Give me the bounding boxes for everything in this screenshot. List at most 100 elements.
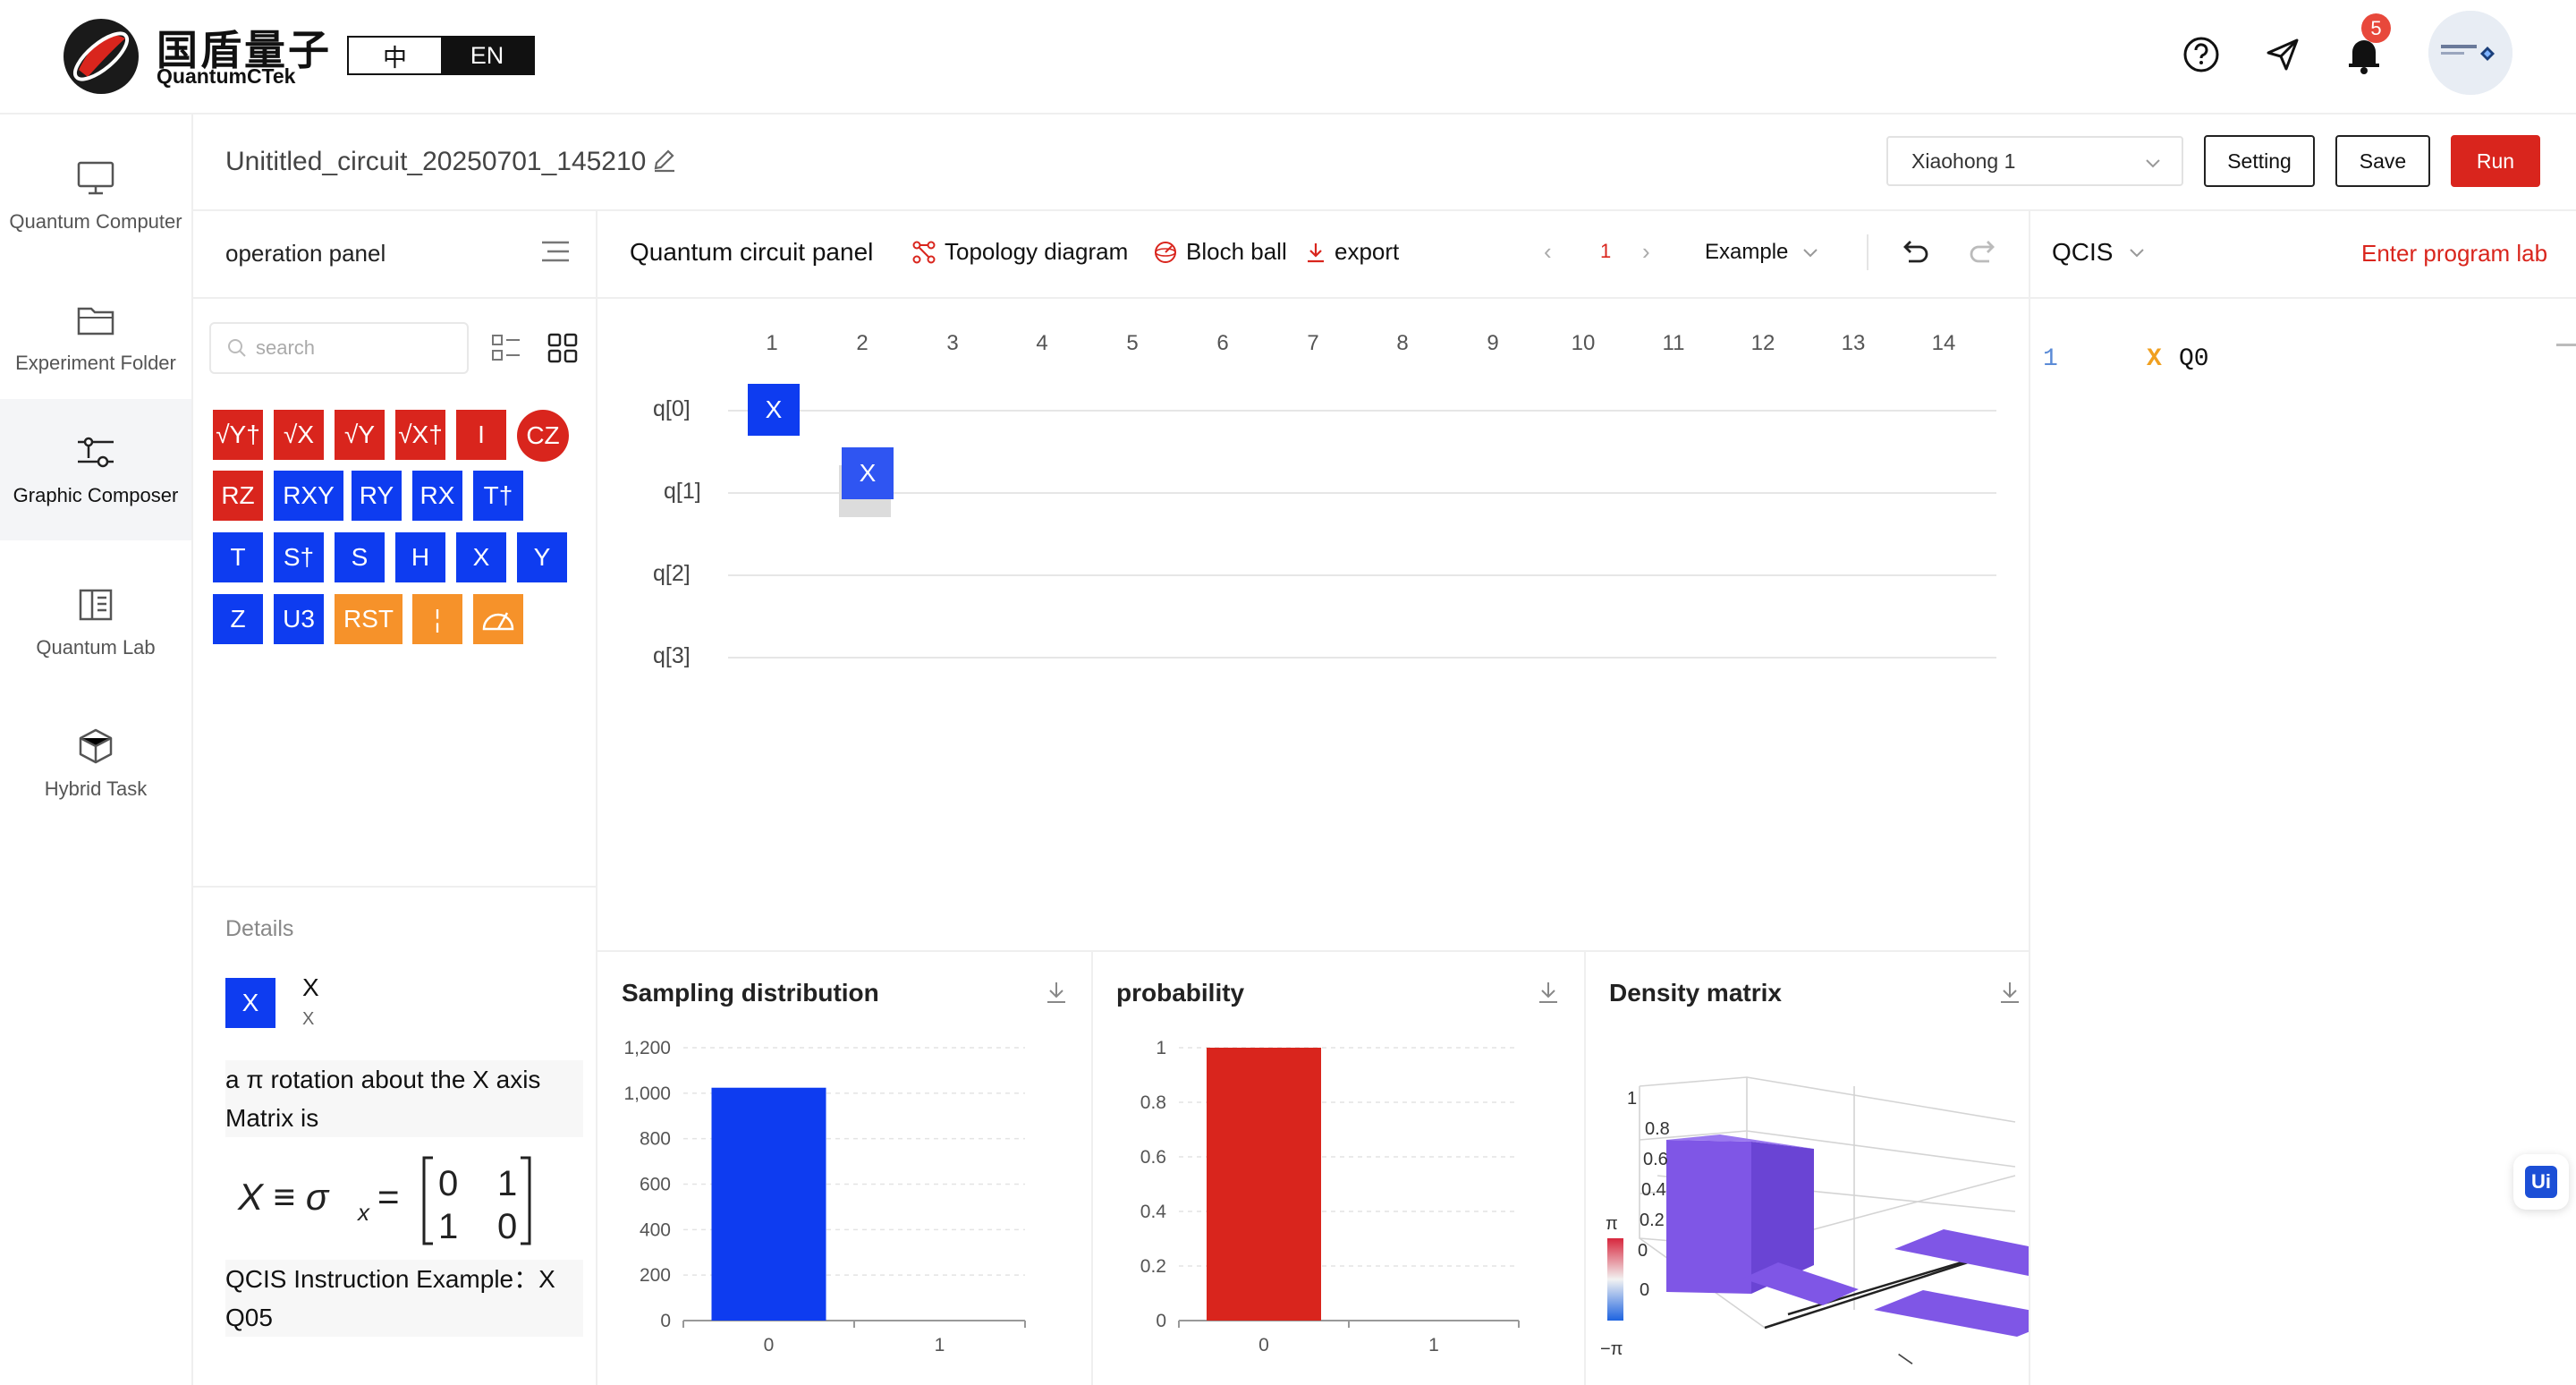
bar-chart-svg: 0 0.2 0.4 0.6 0.8 1 0 1 (1140, 1038, 1520, 1355)
qubit-wire[interactable] (728, 410, 1996, 412)
undo-icon[interactable] (1896, 234, 1932, 270)
density-bar-top (1666, 1134, 1814, 1149)
nav-label: Quantum Lab (36, 636, 156, 659)
nav-item-quantum-lab[interactable]: Quantum Lab (0, 551, 191, 692)
gate-y[interactable]: Y (517, 532, 567, 582)
page-next-button[interactable]: › (1642, 238, 1650, 265)
svg-text:X ≡ σ: X ≡ σ (237, 1176, 330, 1218)
gate-h[interactable]: H (395, 532, 445, 582)
page-number[interactable]: 1 (1600, 240, 1612, 262)
save-button[interactable]: Save (2335, 135, 2430, 187)
nav-label: Graphic Composer (13, 484, 179, 506)
gate-t[interactable]: T (213, 532, 263, 582)
grid-view-icon[interactable] (547, 333, 578, 363)
gate-rz[interactable]: RZ (213, 471, 263, 521)
list-view-icon[interactable] (491, 333, 521, 363)
qubit-wire[interactable] (728, 492, 1996, 494)
svg-text:x: x (356, 1199, 370, 1226)
circuit-gate-x[interactable]: X (748, 384, 800, 436)
ui-assistant-button[interactable]: Ui (2513, 1154, 2569, 1210)
export-link[interactable]: export (1306, 238, 1399, 266)
nav-label: Experiment Folder (15, 352, 176, 374)
z-tick-label: 0.6 (1643, 1150, 1668, 1169)
gate-barrier[interactable]: ¦ (412, 594, 462, 644)
qcis-dropdown[interactable]: QCIS (2052, 238, 2147, 267)
gate-u3[interactable]: U3 (274, 594, 324, 644)
bloch-ball-link[interactable]: Bloch ball (1154, 238, 1287, 266)
nav-item-graphic-composer[interactable]: Graphic Composer (0, 399, 191, 540)
example-dropdown[interactable]: Example (1705, 240, 1820, 265)
gate-cz[interactable]: CZ (517, 410, 569, 462)
gate-s[interactable]: S (335, 532, 385, 582)
run-button[interactable]: Run (2451, 135, 2540, 187)
device-select[interactable]: Xiaohong 1 (1886, 136, 2183, 186)
density-bar-flat (1742, 1262, 1859, 1305)
code-argument[interactable]: Q0 (2179, 345, 2209, 373)
download-icon[interactable] (1043, 979, 1070, 1006)
gate-sqrt-x-dagger[interactable]: √X† (395, 410, 445, 460)
colorbar-top-label: π (1606, 1214, 1618, 1234)
circuit-gate-x-dragging[interactable]: X (842, 447, 894, 499)
details-gate-name: X (302, 973, 319, 1001)
gate-search-input[interactable]: search (209, 322, 469, 374)
gate-s-dagger[interactable]: S† (274, 532, 324, 582)
code-keyword[interactable]: X (2147, 345, 2162, 373)
column-number: 8 (1396, 331, 1409, 355)
gate-x[interactable]: X (456, 532, 506, 582)
svg-text:=: = (377, 1176, 400, 1218)
setting-button[interactable]: Setting (2204, 135, 2315, 187)
chart-divider (1584, 952, 1586, 1385)
y-tick-label: 400 (640, 1219, 671, 1240)
send-icon[interactable] (2257, 29, 2309, 81)
page-prev-button[interactable]: ‹ (1544, 238, 1552, 265)
gate-t-dagger[interactable]: T† (473, 471, 523, 521)
download-icon[interactable] (1996, 979, 2023, 1006)
edit-icon[interactable] (651, 147, 680, 175)
x-tick-label: 0 (764, 1335, 775, 1355)
nav-item-quantum-computer[interactable]: Quantum Computer (0, 125, 191, 267)
composer-icon (75, 432, 116, 473)
menu-icon[interactable] (540, 236, 572, 268)
svg-text:0: 0 (497, 1207, 517, 1246)
bell-icon[interactable] (2338, 29, 2390, 81)
quantumctek-logo[interactable] (61, 16, 141, 97)
gate-z[interactable]: Z (213, 594, 263, 644)
qubit-wire[interactable] (728, 574, 1996, 576)
gate-ry[interactable]: RY (352, 471, 402, 521)
lang-zh-option[interactable]: 中 (349, 38, 441, 73)
colorbar-bottom-label: −π (1600, 1339, 1623, 1359)
nav-item-experiment-folder[interactable]: Experiment Folder (0, 267, 191, 408)
redo-icon[interactable] (1966, 234, 2002, 270)
code-line-number: 1 (2043, 345, 2058, 373)
gate-measure[interactable] (473, 594, 523, 644)
lang-en-option[interactable]: EN (441, 38, 533, 73)
gate-rst[interactable]: RST (335, 594, 402, 644)
gate-sqrt-y[interactable]: √Y (335, 410, 385, 460)
avatar[interactable] (2428, 11, 2512, 95)
column-number: 7 (1307, 331, 1319, 355)
help-icon[interactable] (2175, 29, 2227, 81)
search-icon (228, 339, 246, 357)
download-icon[interactable] (1535, 979, 1562, 1006)
book-icon (75, 584, 116, 625)
gate-sqrt-x[interactable]: √X (274, 410, 324, 460)
topology-diagram-link[interactable]: Topology diagram (912, 238, 1128, 266)
gate-rxy[interactable]: RXY (274, 471, 343, 521)
nav-label: Hybrid Task (44, 777, 148, 800)
svg-text:1: 1 (497, 1164, 517, 1203)
y-tick-label: 200 (640, 1265, 671, 1286)
nav-item-hybrid-task[interactable]: Hybrid Task (0, 692, 191, 834)
enter-program-lab-link[interactable]: Enter program lab (2361, 240, 2548, 267)
gate-rx[interactable]: RX (412, 471, 462, 521)
details-divider (193, 886, 597, 888)
y-tick-label: 0 (660, 1311, 671, 1331)
editor-scrollbar[interactable] (2556, 344, 2576, 346)
language-toggle[interactable]: 中 EN (347, 36, 535, 75)
qubit-wire[interactable] (728, 657, 1996, 659)
qcis-panel-header (2030, 211, 2576, 299)
gate-sqrt-y-dagger[interactable]: √Y† (213, 410, 263, 460)
gate-i[interactable]: I (456, 410, 506, 460)
details-gate-icon: X (225, 978, 275, 1028)
qubit-label: q[1] (664, 479, 701, 504)
chevron-down-icon (2146, 159, 2160, 168)
